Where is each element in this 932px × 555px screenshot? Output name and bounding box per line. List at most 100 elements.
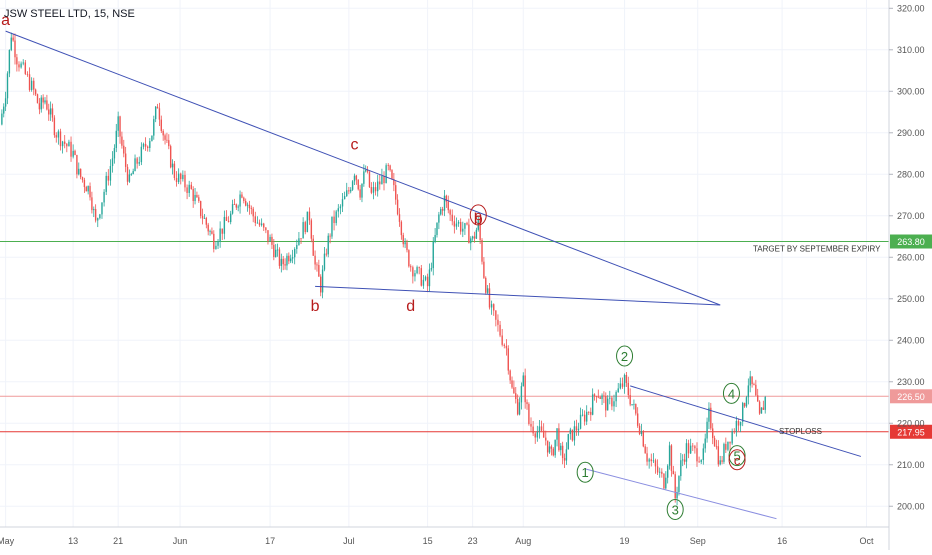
candle-body (488, 288, 491, 308)
candle-body (654, 460, 657, 467)
candle-body (733, 431, 735, 433)
candle-body (571, 429, 574, 441)
candle-body (190, 184, 193, 190)
level-price-label: 217.95 (897, 427, 925, 437)
candle-body (368, 171, 371, 188)
candle-body (153, 119, 155, 136)
candle-body (513, 387, 515, 394)
price-tick-label: 240.00 (897, 335, 925, 345)
candle-body (585, 411, 588, 422)
candle-body (441, 209, 444, 211)
candle-body (629, 395, 631, 405)
wave-circle (728, 445, 746, 467)
candle-body (457, 222, 460, 224)
candle-body (275, 249, 277, 257)
candle-body (256, 222, 259, 224)
candle-body (389, 165, 391, 171)
candle-body (263, 223, 265, 228)
candle-body (248, 204, 251, 209)
candle-body (1, 113, 3, 125)
candle-body (278, 249, 281, 266)
candle-body (507, 348, 509, 371)
candle-body (588, 411, 590, 413)
candle-body (59, 131, 62, 147)
candle-body (710, 407, 712, 429)
candle-body (312, 238, 314, 256)
price-tick-label: 320.00 (897, 3, 925, 13)
candle-body (87, 186, 89, 192)
candle-body (676, 492, 678, 499)
candle-body (729, 441, 731, 444)
candle-body (402, 235, 404, 245)
candle-body (341, 199, 344, 207)
candle-body (490, 304, 493, 308)
candle-body (650, 459, 652, 462)
price-tick-label: 250.00 (897, 294, 925, 304)
candle-body (751, 376, 753, 385)
candle-body (453, 221, 456, 227)
candle-body (237, 206, 239, 208)
wave-label: b (474, 211, 483, 228)
trend-line (585, 468, 777, 520)
candle-body (762, 407, 765, 410)
candle-body (719, 460, 721, 465)
candle-body (276, 249, 279, 251)
trend-line (5, 30, 721, 306)
candle-body (308, 211, 311, 221)
candle-body (665, 477, 667, 489)
candle-body (536, 431, 539, 438)
level-price-label: 226.50 (897, 392, 925, 402)
candle-body (698, 461, 700, 463)
candle-body (64, 141, 66, 144)
candle-body (333, 216, 335, 224)
candle-body (343, 196, 346, 200)
time-tick-label: 23 (468, 536, 478, 546)
candle-body (85, 187, 87, 192)
candle-body (151, 135, 153, 142)
candle-body (715, 446, 718, 448)
candle-body (199, 201, 202, 216)
candle-body (94, 209, 97, 221)
price-tick-label: 200.00 (897, 501, 925, 511)
candle-body (511, 380, 513, 388)
candle-body (142, 143, 145, 147)
candle-body (661, 471, 663, 474)
candle-body (505, 345, 508, 349)
candle-body (162, 130, 164, 136)
candle-body (74, 150, 76, 155)
candle-body (44, 100, 46, 103)
candle-body (438, 214, 440, 223)
candle-body (702, 448, 705, 461)
candle-body (323, 253, 326, 270)
candle-body (398, 214, 401, 222)
candle-body (235, 204, 238, 208)
candle-body (121, 136, 123, 146)
candle-body (383, 176, 385, 184)
candle-body (560, 445, 562, 451)
candle-body (81, 177, 84, 181)
candle-body (579, 414, 582, 429)
candle-body (126, 166, 129, 182)
time-tick-label: Sep (690, 536, 706, 546)
candle-body (704, 438, 706, 449)
candle-body (70, 141, 72, 157)
candle-body (599, 397, 601, 399)
candle-body (296, 244, 298, 250)
candle-body (473, 236, 476, 239)
candle-body (470, 238, 472, 244)
candle-body (674, 474, 676, 499)
candle-body (55, 135, 57, 138)
time-tick-label: 19 (620, 536, 630, 546)
candle-body (123, 145, 125, 154)
candle-body (640, 431, 643, 435)
candle-body (83, 180, 86, 188)
candle-body (265, 227, 267, 231)
candle-body (115, 130, 117, 149)
symbol-title: JSW STEEL LTD, 15, NSE (4, 8, 135, 20)
candle-body (164, 135, 166, 140)
candle-body (747, 385, 750, 398)
candle-body (670, 445, 673, 471)
candle-body (365, 170, 367, 172)
candle-body (33, 80, 35, 90)
candle-body (6, 73, 9, 99)
